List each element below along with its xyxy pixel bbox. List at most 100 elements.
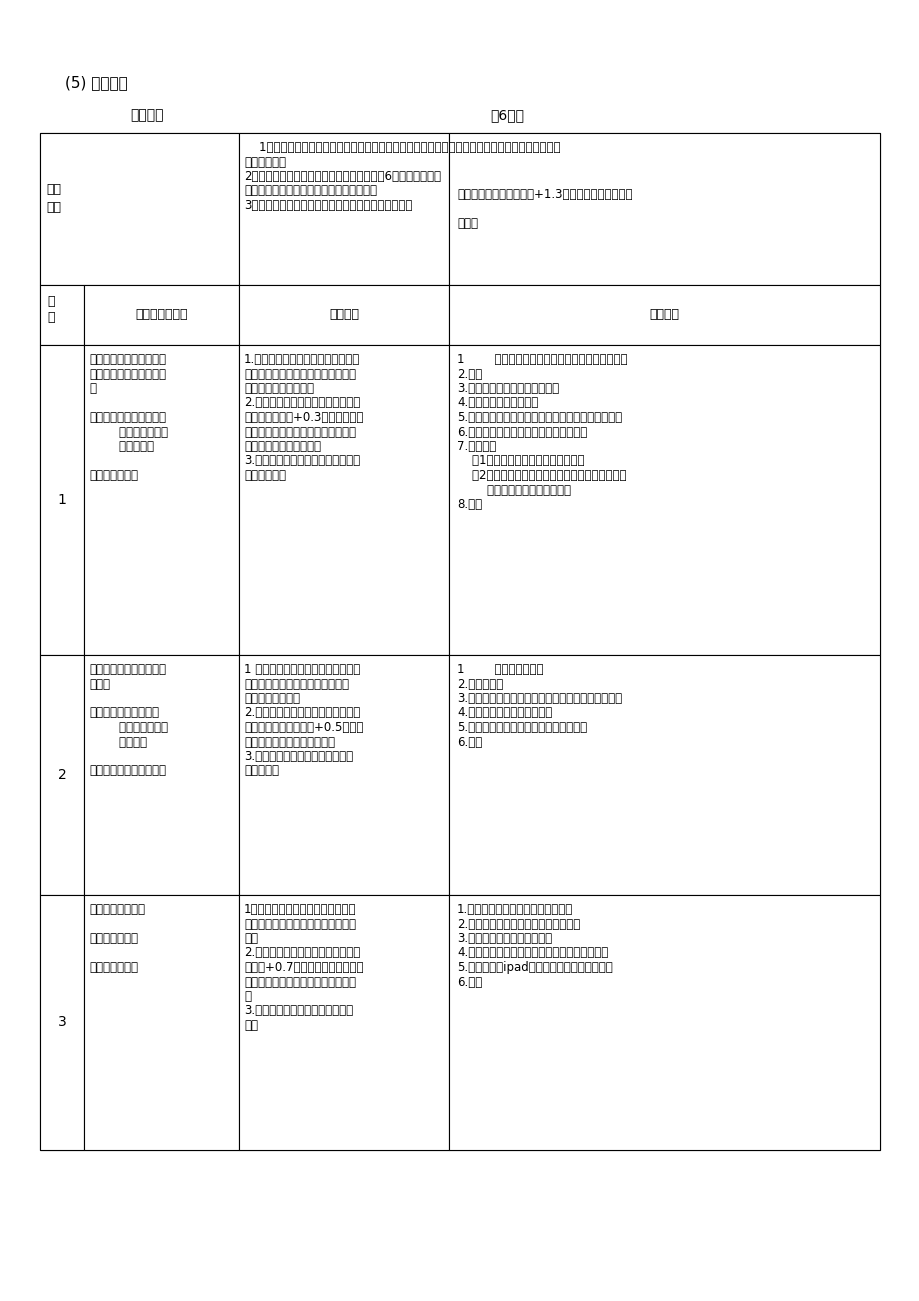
Bar	[448, 895, 879, 1150]
Text: 学习预备姿势和持握球方: 学习预备姿势和持握球方	[89, 353, 165, 366]
Bar	[239, 285, 448, 345]
Text: 难点：蹬地、送胯、挺胸: 难点：蹬地、送胯、挺胸	[89, 765, 165, 778]
Text: （2）力量不足，脱手等同学进行站立抗阻练习或: （2）力量不足，脱手等同学进行站立抗阻练习或	[457, 468, 626, 481]
Text: 高腰腹、躯干、肩带、手指手腕的力: 高腰腹、躯干、肩带、手指手腕的力	[244, 425, 356, 438]
Text: 2.初步掌握最后用力技术，投掷成绩: 2.初步掌握最后用力技术，投掷成绩	[244, 397, 360, 410]
Text: 3.培养超越自我的精神及互帮互助: 3.培养超越自我的精神及互帮互助	[244, 749, 353, 762]
Text: 规则及标准。: 规则及标准。	[244, 156, 286, 169]
Bar	[448, 133, 879, 285]
Text: 1        ，徒手预摆练习: 1 ，徒手预摆练习	[457, 664, 543, 677]
Bar	[448, 654, 879, 895]
Text: 2.前掷实心球过线（空中标志线）练习: 2.前掷实心球过线（空中标志线）练习	[457, 917, 580, 930]
Text: 初一年级: 初一年级	[130, 108, 164, 122]
Bar	[84, 895, 239, 1150]
Text: 难点：用力顺序: 难点：用力顺序	[89, 468, 138, 481]
Text: 测成绩+0.7米）以上，提高身体协: 测成绩+0.7米）以上，提高身体协	[244, 961, 363, 974]
Text: 目标: 目标	[46, 200, 61, 213]
Text: 1.前掷排球过线（空中标志线）练习: 1.前掷排球过线（空中标志线）练习	[457, 903, 573, 916]
Text: 4.两人一组徒手模仿抗阻练习: 4.两人一组徒手模仿抗阻练习	[457, 706, 551, 719]
Text: 1.建立完整的动作概念，知道持握球: 1.建立完整的动作概念，知道持握球	[244, 353, 360, 366]
Text: 法，初步学习最后用力技: 法，初步学习最后用力技	[89, 367, 165, 380]
Text: 仰卧前掷实心球等练习形式: 仰卧前掷实心球等练习形式	[457, 484, 571, 497]
Text: 序: 序	[47, 295, 54, 308]
Text: 方法: 方法	[244, 932, 257, 945]
Text: 的良好品格: 的良好品格	[244, 765, 278, 778]
Text: 3.单膝跪姿肩带及腰腹抗阻练习: 3.单膝跪姿肩带及腰腹抗阻练习	[457, 382, 559, 396]
Text: 2.预摆掷排球: 2.预摆掷排球	[457, 678, 503, 691]
Bar	[40, 133, 879, 1150]
Text: 掷成绩达到（前测成绩+0.5米）以: 掷成绩达到（前测成绩+0.5米）以	[244, 721, 363, 734]
Text: （1）掌握较好的同学进行投掷比赛: （1）掌握较好的同学进行投掷比赛	[457, 454, 584, 467]
Bar	[239, 895, 448, 1150]
Text: 6.检测: 6.检测	[457, 976, 482, 989]
Text: 教学内容和重点: 教学内容和重点	[135, 308, 187, 321]
Bar	[84, 285, 239, 345]
Text: 2.出手角度合理，投掷成绩达到（前: 2.出手角度合理，投掷成绩达到（前	[244, 947, 360, 960]
Text: 5.仰卧起坐前掷实心球（采用持握球动作进行投掷）: 5.仰卧起坐前掷实心球（采用持握球动作进行投掷）	[457, 411, 621, 424]
Bar	[40, 285, 84, 345]
Text: 2.掌握预摆技术，出手高度合理，投: 2.掌握预摆技术，出手高度合理，投	[244, 706, 360, 719]
Bar	[448, 285, 879, 345]
Text: 重要因素，知道出手角度的几种练习: 重要因素，知道出手角度的几种练习	[244, 917, 356, 930]
Text: 巩固最后用力技术: 巩固最后用力技术	[89, 903, 145, 916]
Text: 重点：第二次预摆的幅: 重点：第二次预摆的幅	[89, 706, 159, 719]
Text: 5.预摆掷实心球过线（空中标志线）练习: 5.预摆掷实心球过线（空中标志线）练习	[457, 721, 586, 734]
Text: 7.分层练习: 7.分层练习	[457, 440, 495, 453]
Text: 2.前测: 2.前测	[457, 367, 482, 380]
Text: 8.检测: 8.检测	[457, 498, 482, 511]
Text: 学习预摆，进一步学习最: 学习预摆，进一步学习最	[89, 664, 165, 677]
Text: 共6课次: 共6课次	[490, 108, 524, 122]
Text: 难点：协调用力: 难点：协调用力	[89, 961, 138, 974]
Text: 量及身体协调性和爆发力: 量及身体协调性和爆发力	[244, 440, 321, 453]
Text: 上，提高身体协调性及爆发力: 上，提高身体协调性及爆发力	[244, 735, 335, 748]
Text: 3: 3	[58, 1016, 66, 1029]
Text: 2、掌握原地双手头上前掷实心球技术，通过6次课，躯干、腿: 2、掌握原地双手头上前掷实心球技术，通过6次课，躯干、腿	[244, 170, 440, 183]
Text: 度是影响投掷远度的重要因素及出: 度是影响投掷远度的重要因素及出	[244, 678, 348, 691]
Text: 用力顺序: 用力顺序	[89, 735, 147, 748]
Text: 重点：出手角度: 重点：出手角度	[89, 932, 138, 945]
Text: 达到（前测成绩+0.3米）以上；提: 达到（前测成绩+0.3米）以上；提	[244, 411, 363, 424]
Bar	[239, 133, 448, 285]
Text: 投掷成绩达到（前测成绩+1.3米）以上。提高调性。: 投掷成绩达到（前测成绩+1.3米）以上。提高调性。	[457, 189, 632, 200]
Text: 3.培养安全意识、超越自我的精神及: 3.培养安全意识、超越自我的精神及	[244, 454, 359, 467]
Text: 部、腰腹、肩带力量，提高爆发力和身体协: 部、腰腹、肩带力量，提高爆发力和身体协	[244, 185, 377, 198]
Text: 5.投掷比赛（ipad录制投掷动作，分组讨论）: 5.投掷比赛（ipad录制投掷动作，分组讨论）	[457, 961, 612, 974]
Text: 后用力: 后用力	[89, 678, 110, 691]
Text: 能力: 能力	[244, 1019, 257, 1032]
Text: 当力。: 当力。	[457, 217, 478, 230]
Bar	[40, 895, 84, 1150]
Text: 4.前掷实心球投准练习（墙上挂不同高度垫子）: 4.前掷实心球投准练习（墙上挂不同高度垫子）	[457, 947, 607, 960]
Bar	[448, 345, 879, 654]
Text: 调性和躯干、腰腹、腿部、上肢的力: 调性和躯干、腰腹、腿部、上肢的力	[244, 976, 356, 989]
Text: 号: 号	[47, 311, 54, 324]
Bar	[84, 654, 239, 895]
Text: 6.前掷实心球（采用预备姿势进行投掷）: 6.前掷实心球（采用预备姿势进行投掷）	[457, 425, 586, 438]
Text: 度；出手高度及: 度；出手高度及	[89, 721, 168, 734]
Bar	[40, 133, 239, 285]
Text: 1、知道原地双手头上前掷实心球的技术环节、动作要领、练习方法、影响投掷远度的因素及考核: 1、知道原地双手头上前掷实心球的技术环节、动作要领、练习方法、影响投掷远度的因素…	[244, 141, 560, 154]
Text: 的手型、预备姿势的动作要领以及提: 的手型、预备姿势的动作要领以及提	[244, 367, 356, 380]
Text: 2: 2	[58, 768, 66, 782]
Bar	[40, 654, 84, 895]
Text: 1 知道预摆的技术方法；知道出手高: 1 知道预摆的技术方法；知道出手高	[244, 664, 360, 677]
Text: 1: 1	[58, 493, 66, 507]
Bar	[40, 345, 84, 654]
Text: 6.检测: 6.检测	[457, 735, 482, 748]
Text: 4.仰卧全身用力抗阻练习: 4.仰卧全身用力抗阻练习	[457, 397, 538, 410]
Bar	[239, 345, 448, 654]
Text: 术: 术	[89, 382, 96, 396]
Text: 教法措施: 教法措施	[649, 308, 679, 321]
Text: 高出手速度: 高出手速度	[89, 440, 153, 453]
Text: 重点：腰腹、肩带、手臂: 重点：腰腹、肩带、手臂	[89, 411, 165, 424]
Text: 教学目标: 教学目标	[329, 308, 358, 321]
Text: 1、知道出手角度是影响投掷远度的: 1、知道出手角度是影响投掷远度的	[244, 903, 357, 916]
Text: 量: 量	[244, 990, 251, 1003]
Text: 团结合作能力: 团结合作能力	[244, 468, 286, 481]
Text: 3、提高安全意识，培养坚毅果断的意志品质及合作自: 3、提高安全意识，培养坚毅果断的意志品质及合作自	[244, 199, 412, 212]
Text: 3.两人一组徒手模仿抗阻练习: 3.两人一组徒手模仿抗阻练习	[457, 932, 551, 945]
Text: 1        ，教师示范前掷实心球动作并简单讲解要点: 1 ，教师示范前掷实心球动作并简单讲解要点	[457, 353, 627, 366]
Bar	[239, 654, 448, 895]
Text: 3.击标识练习（在墙上贴上与出手高度一致的标识）: 3.击标识练习（在墙上贴上与出手高度一致的标识）	[457, 692, 621, 705]
Text: 手高度的练习方法: 手高度的练习方法	[244, 692, 300, 705]
Bar	[84, 345, 239, 654]
